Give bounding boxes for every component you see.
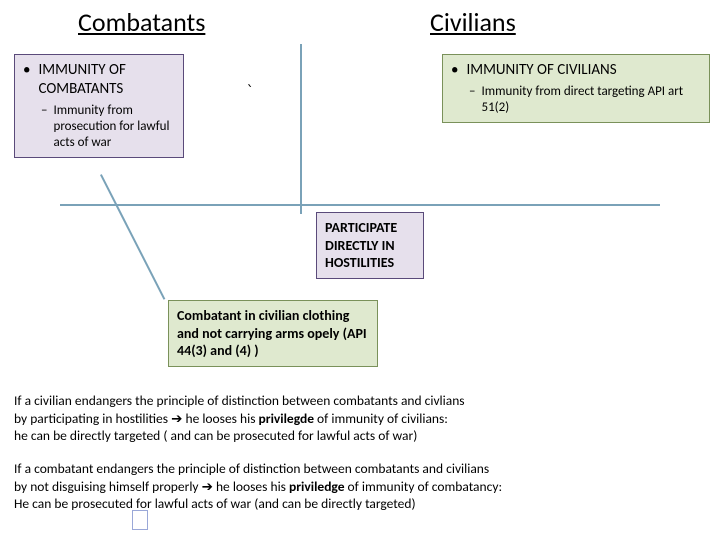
heading-civilians: Civilians (430, 6, 516, 38)
para-line: he can be directly targeted ( and can be… (14, 427, 706, 445)
para-line: by participating in hostilities ➔ he loo… (14, 410, 706, 428)
connector-left (100, 174, 165, 300)
stray-backtick: ` (246, 84, 254, 100)
box-subtext: Immunity from direct targeting API art 5… (481, 84, 701, 117)
para-text-bold: priviledge (289, 478, 344, 495)
para-text: he looses his (213, 478, 289, 495)
box-subtext: Immunity from prosecution for lawful act… (53, 103, 175, 152)
bullet-icon: • (451, 61, 458, 80)
box-title: IMMUNITY OF CIVILIANS (466, 61, 616, 80)
bullet-icon: • (23, 61, 30, 99)
para-text-bold: privilegde (259, 410, 314, 427)
box-text: PARTICIPATE DIRECTLY IN HOSTILITIES (325, 219, 397, 271)
paragraph-civilian-endangers: If a civilian endangers the principle of… (14, 392, 706, 445)
paragraph-combatant-endangers: If a combatant endangers the principle o… (14, 460, 706, 513)
box-title: IMMUNITY OF COMBATANTS (38, 61, 175, 99)
arrow-icon: ➔ (171, 411, 182, 426)
para-text: of immunity of combatancy: (345, 478, 503, 495)
box-immunity-combatants: • IMMUNITY OF COMBATANTS – Immunity from… (14, 54, 184, 158)
vertical-divider (300, 44, 302, 214)
box-participate-directly: PARTICIPATE DIRECTLY IN HOSTILITIES (316, 212, 424, 279)
box-text: Combatant in civilian clothing and not c… (177, 307, 367, 359)
para-text: he looses his (182, 410, 258, 427)
para-line: If a combatant endangers the principle o… (14, 460, 706, 478)
para-text: of immunity of civilians: (314, 410, 448, 427)
dash-icon: – (469, 84, 475, 117)
arrow-icon: ➔ (202, 479, 213, 494)
para-text: by participating in hostilities (14, 410, 171, 427)
box-combatant-civilian-clothing: Combatant in civilian clothing and not c… (168, 300, 378, 367)
para-text: by not disguising himself properly (14, 478, 202, 495)
horizontal-line (60, 204, 660, 206)
box-immunity-civilians: • IMMUNITY OF CIVILIANS – Immunity from … (442, 54, 710, 123)
tiny-empty-box (132, 510, 148, 530)
para-line: by not disguising himself properly ➔ he … (14, 478, 706, 496)
dash-icon: – (41, 103, 47, 152)
para-line: He can be prosecuted for lawful acts of … (14, 495, 706, 513)
heading-combatants: Combatants (78, 6, 205, 38)
para-line: If a civilian endangers the principle of… (14, 392, 706, 410)
